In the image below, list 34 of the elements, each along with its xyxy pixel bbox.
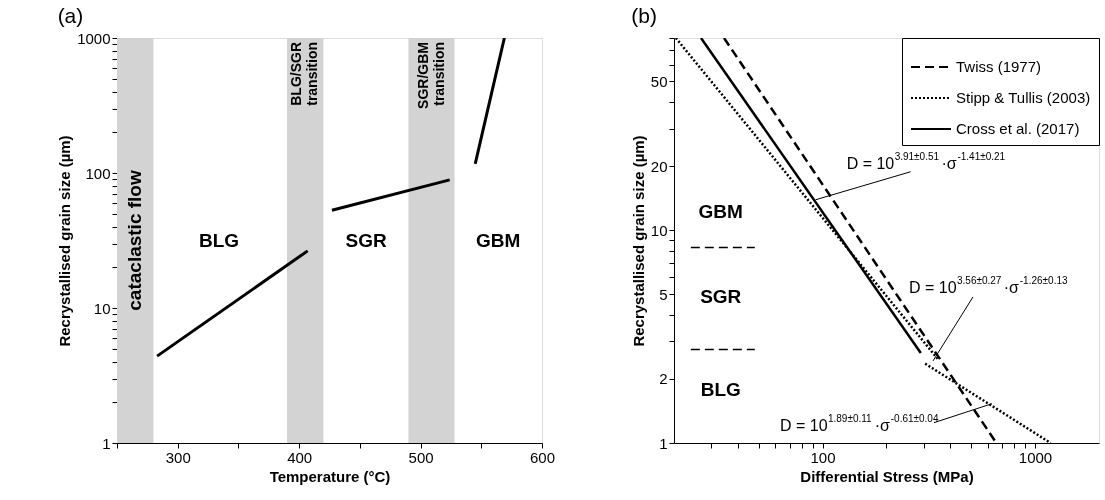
y-tick-label: 100 (85, 164, 111, 182)
x-axis-title: Differential Stress (MPa) (800, 467, 974, 485)
chart-title: (a) (57, 4, 84, 27)
x-tick-label: 400 (287, 448, 313, 466)
y-tick-label: 2 (659, 370, 668, 388)
x-axis-title: Temperature (°C) (269, 467, 391, 485)
y-axis-title: Recrystallised grain size (µm) (56, 135, 74, 347)
x-tick-label: 600 (529, 448, 556, 466)
y-axis-title: Recrystallised grain size (µm) (629, 135, 647, 347)
x-tick-label: 100 (810, 448, 836, 466)
x-tick-label: 500 (408, 448, 434, 466)
band-label: cataclastic flow (124, 170, 146, 311)
chart-title: (b) (631, 4, 657, 27)
y-tick-label: 5 (659, 285, 668, 303)
annotation: GBM (476, 229, 521, 251)
x-tick-label: 1000 (1018, 448, 1053, 466)
band-label: SGR/GBM transition (414, 42, 447, 109)
annotation: SGR (700, 286, 742, 308)
y-tick-label: 1000 (77, 29, 111, 47)
y-tick-label: 20 (650, 157, 668, 175)
y-tick-label: 50 (650, 72, 668, 90)
x-tick-label: 300 (165, 448, 191, 466)
legend-label: Cross et al. (2017) (956, 120, 1080, 137)
annotation: SGR (345, 229, 387, 251)
annotation: BLG (198, 229, 240, 251)
legend-label: Stipp & Tullis (2003) (956, 89, 1091, 106)
y-tick-label: 10 (93, 299, 111, 317)
y-tick-label: 10 (650, 221, 668, 239)
annotation: BLG (700, 379, 741, 401)
y-tick-label: 1 (102, 434, 111, 452)
y-tick-label: 1 (659, 434, 668, 452)
annotation: GBM (698, 201, 743, 223)
legend-label: Twiss (1977) (956, 58, 1042, 75)
band-label: BLG/SGR transition (288, 42, 321, 106)
